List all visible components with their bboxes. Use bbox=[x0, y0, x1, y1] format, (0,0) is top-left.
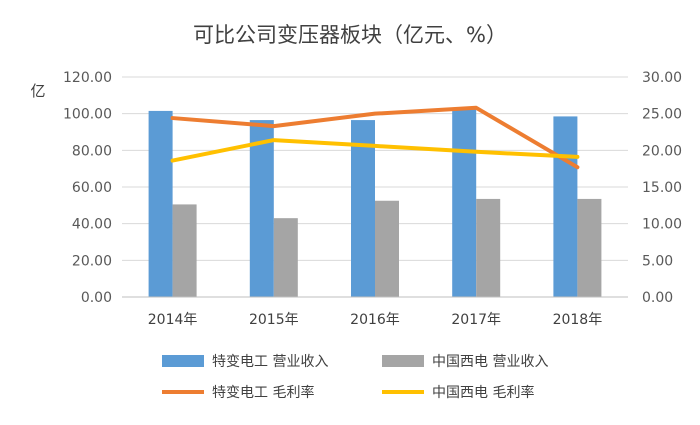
y2-tick-label: 25.00 bbox=[642, 107, 682, 123]
bars bbox=[148, 109, 602, 298]
bar bbox=[148, 110, 173, 298]
axes: 0.00 20.00 40.00 60.00 80.00 100.00 120.00 0.00… bbox=[63, 70, 682, 328]
y-tick-label: 60.00 bbox=[72, 180, 112, 196]
bar bbox=[452, 109, 477, 297]
bar bbox=[249, 120, 274, 297]
bar bbox=[273, 218, 298, 297]
bar bbox=[172, 204, 197, 297]
bar bbox=[351, 120, 375, 297]
y-tick-label: 100.00 bbox=[63, 107, 112, 123]
y2-tick-label: 10.00 bbox=[642, 217, 682, 233]
y2-tick-label: 5.00 bbox=[642, 253, 673, 269]
series-line bbox=[170, 105, 580, 170]
y-tick-label: 40.00 bbox=[72, 217, 112, 233]
chart-title: 可比公司变压器板块（亿元、%） bbox=[193, 23, 507, 47]
y2-tick-label: 15.00 bbox=[642, 180, 682, 196]
y2-tick-label: 20.00 bbox=[642, 143, 682, 159]
bar bbox=[553, 116, 578, 298]
y-tick-label: 20.00 bbox=[72, 253, 112, 269]
y2-tick-label: 0.00 bbox=[642, 290, 673, 306]
legend-label: 特变电工 毛利率 bbox=[212, 384, 314, 401]
legend-label: 中国西电 毛利率 bbox=[432, 384, 534, 401]
y-tick-label: 120.00 bbox=[63, 70, 112, 86]
legend-label: 特变电工 营业收入 bbox=[212, 354, 328, 370]
bar bbox=[476, 198, 501, 297]
x-tick-label: 2014年 bbox=[148, 312, 198, 328]
y-tick-label: 0.00 bbox=[81, 290, 112, 306]
series-line bbox=[170, 138, 580, 163]
x-tick-label: 2015年 bbox=[249, 312, 299, 328]
y-axis-unit: 亿 bbox=[30, 82, 45, 100]
lines bbox=[170, 105, 580, 170]
x-tick-label: 2018年 bbox=[553, 312, 603, 328]
x-tick-label: 2017年 bbox=[451, 312, 501, 328]
legend-swatch bbox=[382, 355, 424, 367]
bar bbox=[577, 198, 602, 297]
x-tick-label: 2016年 bbox=[350, 312, 400, 328]
y-tick-label: 80.00 bbox=[72, 143, 112, 159]
y2-tick-label: 30.00 bbox=[642, 70, 682, 86]
bar bbox=[375, 200, 399, 297]
legend-swatch bbox=[162, 355, 204, 367]
legend-label: 中国西电 营业收入 bbox=[432, 354, 548, 370]
